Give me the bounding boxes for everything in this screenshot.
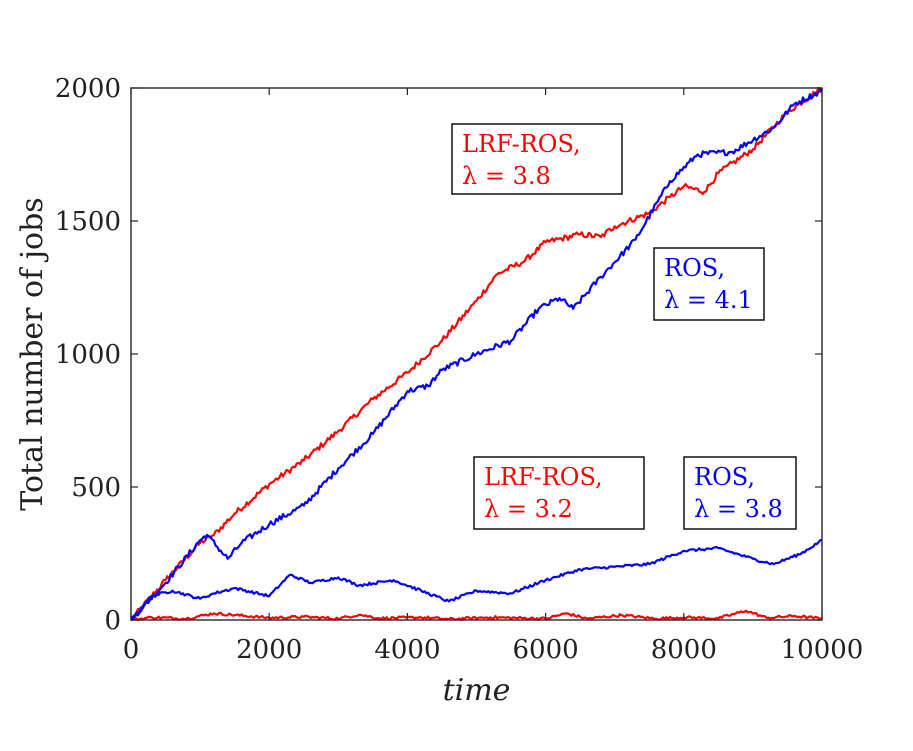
x-tick-label: 10000 bbox=[781, 635, 864, 665]
x-tick-label: 4000 bbox=[374, 635, 440, 665]
annotation-line-1: ROS, bbox=[664, 254, 725, 282]
x-tick-label: 6000 bbox=[513, 635, 579, 665]
annotation-box: LRF-ROS, λ = 3.2 bbox=[473, 456, 645, 530]
annotation-frame bbox=[473, 456, 645, 530]
y-tick-label: 1500 bbox=[55, 207, 121, 237]
x-tick-label: 2000 bbox=[236, 635, 302, 665]
annotations: LRF-ROS, λ = 3.8 ROS, λ = 4.1 LRF-ROS, λ = 3.… bbox=[451, 123, 797, 530]
annotation-line-1: LRF-ROS, bbox=[462, 130, 581, 158]
y-tick-label: 500 bbox=[71, 473, 121, 503]
annotation-line-1: ROS, bbox=[694, 463, 755, 491]
y-tick-label: 0 bbox=[104, 606, 121, 636]
annotation-line-2: λ = 3.8 bbox=[694, 495, 783, 523]
annotation-box: LRF-ROS, λ = 3.8 bbox=[451, 123, 623, 195]
annotation-box: ROS, λ = 3.8 bbox=[683, 456, 797, 530]
annotation-line-2: λ = 3.2 bbox=[484, 495, 573, 523]
annotation-frame bbox=[451, 123, 623, 195]
x-tick-label: 0 bbox=[123, 635, 140, 665]
y-tick-label: 2000 bbox=[55, 74, 121, 104]
axis-ticks: 0 2000 4000 6000 8000 10000 0 500 1000 1500 2000 bbox=[55, 74, 864, 665]
series-line-2 bbox=[130, 88, 823, 621]
x-axis-label: time bbox=[443, 673, 511, 708]
y-tick-label: 1000 bbox=[55, 340, 121, 370]
y-axis-label: Total number of jobs bbox=[15, 197, 50, 510]
annotation-line-2: λ = 3.8 bbox=[462, 162, 551, 190]
annotation-frame bbox=[653, 247, 765, 321]
annotation-frame bbox=[683, 456, 797, 530]
x-tick-label: 8000 bbox=[651, 635, 717, 665]
series-line-4 bbox=[130, 539, 823, 621]
annotation-box: ROS, λ = 4.1 bbox=[653, 247, 765, 321]
annotation-line-1: LRF-ROS, bbox=[484, 463, 603, 491]
series-line-3 bbox=[130, 609, 823, 622]
series-lines bbox=[130, 86, 824, 622]
series-line-1 bbox=[130, 86, 824, 621]
annotation-line-2: λ = 4.1 bbox=[664, 286, 753, 314]
